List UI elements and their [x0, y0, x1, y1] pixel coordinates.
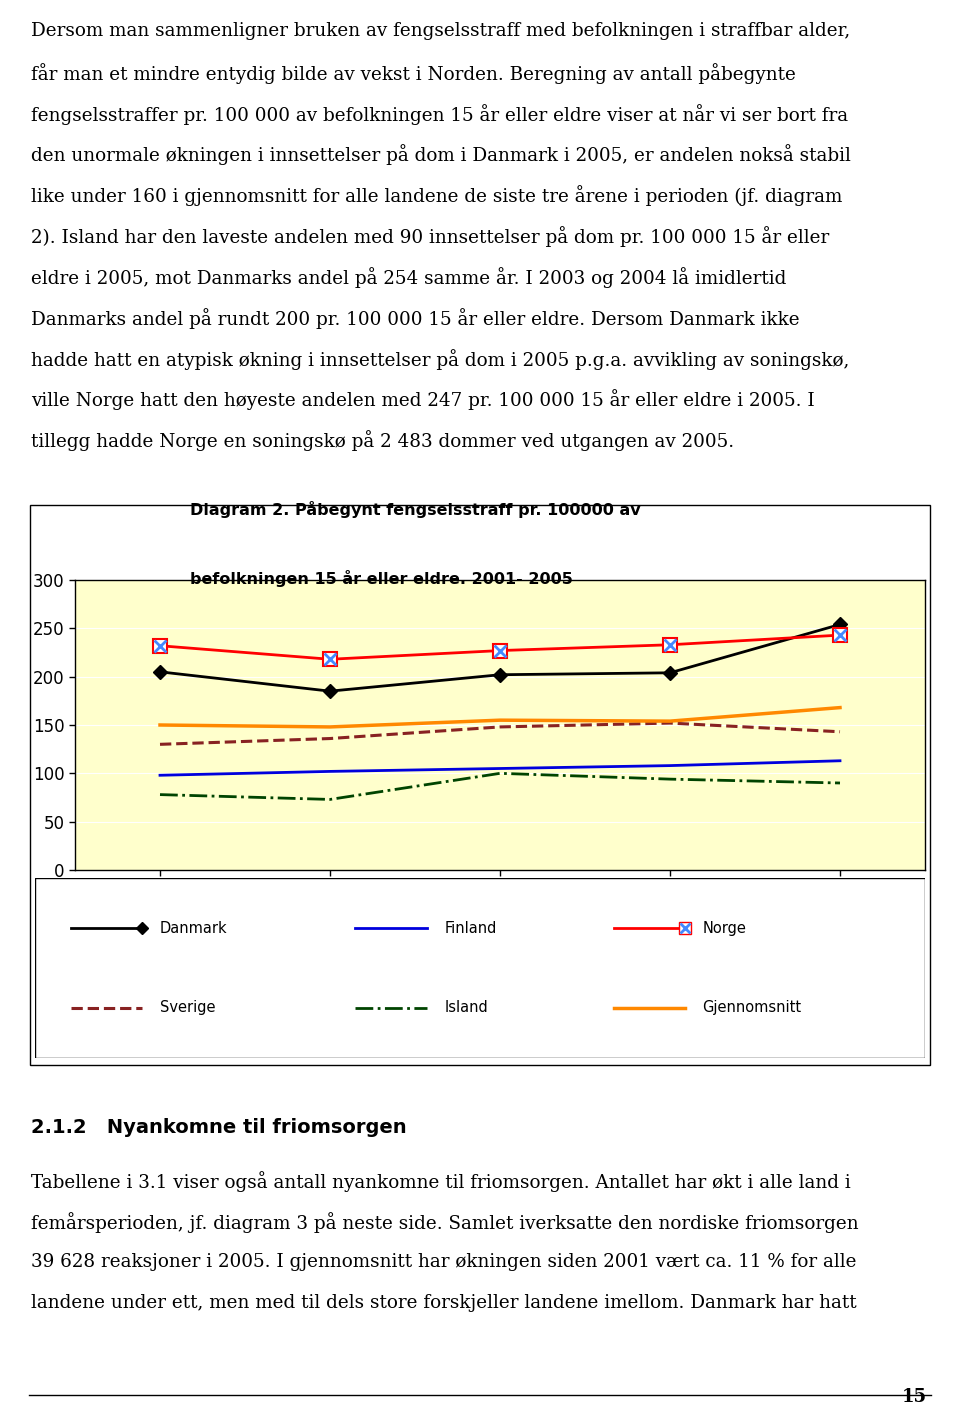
- Text: eldre i 2005, mot Danmarks andel på 254 samme år. I 2003 og 2004 lå imidlertid: eldre i 2005, mot Danmarks andel på 254 …: [31, 268, 786, 289]
- Text: ville Norge hatt den høyeste andelen med 247 pr. 100 000 15 år eller eldre i 200: ville Norge hatt den høyeste andelen med…: [31, 390, 814, 411]
- Text: Finland: Finland: [444, 921, 496, 936]
- Text: fengselsstraffer pr. 100 000 av befolkningen 15 år eller eldre viser at når vi s: fengselsstraffer pr. 100 000 av befolkni…: [31, 104, 848, 125]
- Text: Dersom man sammenligner bruken av fengselsstraff med befolkningen i straffbar al: Dersom man sammenligner bruken av fengse…: [31, 23, 850, 39]
- Text: femårsperioden, jf. diagram 3 på neste side. Samlet iverksatte den nordiske frio: femårsperioden, jf. diagram 3 på neste s…: [31, 1212, 858, 1233]
- Text: Norge: Norge: [703, 921, 746, 936]
- Text: hadde hatt en atypisk økning i innsettelser på dom i 2005 p.g.a. avvikling av so: hadde hatt en atypisk økning i innsettel…: [31, 349, 849, 370]
- Text: 15: 15: [901, 1388, 926, 1407]
- Text: 39 628 reaksjoner i 2005. I gjennomsnitt har økningen siden 2001 vært ca. 11 % f: 39 628 reaksjoner i 2005. I gjennomsnitt…: [31, 1253, 856, 1271]
- Text: Danmarks andel på rundt 200 pr. 100 000 15 år eller eldre. Dersom Danmark ikke: Danmarks andel på rundt 200 pr. 100 000 …: [31, 308, 800, 329]
- Text: befolkningen 15 år eller eldre. 2001- 2005: befolkningen 15 år eller eldre. 2001- 20…: [190, 570, 573, 587]
- Text: Sverige: Sverige: [159, 1000, 215, 1015]
- Text: Diagram 2. Påbegynt fengselsstraff pr. 100000 av: Diagram 2. Påbegynt fengselsstraff pr. 1…: [190, 501, 641, 518]
- Text: Tabellene i 3.1 viser også antall nyankomne til friomsorgen. Antallet har økt i : Tabellene i 3.1 viser også antall nyanko…: [31, 1171, 851, 1193]
- Text: landene under ett, men med til dels store forskjeller landene imellom. Danmark h: landene under ett, men med til dels stor…: [31, 1294, 856, 1312]
- Text: Island: Island: [444, 1000, 488, 1015]
- Text: den unormale økningen i innsettelser på dom i Danmark i 2005, er andelen nokså s: den unormale økningen i innsettelser på …: [31, 145, 851, 166]
- Text: får man et mindre entydig bilde av vekst i Norden. Beregning av antall påbegynte: får man et mindre entydig bilde av vekst…: [31, 63, 796, 84]
- Text: 2). Island har den laveste andelen med 90 innsettelser på dom pr. 100 000 15 år : 2). Island har den laveste andelen med 9…: [31, 227, 829, 248]
- Text: like under 160 i gjennomsnitt for alle landene de siste tre årene i perioden (jf: like under 160 i gjennomsnitt for alle l…: [31, 186, 842, 207]
- Text: tillegg hadde Norge en soningskø på 2 483 dommer ved utgangen av 2005.: tillegg hadde Norge en soningskø på 2 48…: [31, 431, 733, 452]
- Text: 2.1.2   Nyankomne til friomsorgen: 2.1.2 Nyankomne til friomsorgen: [31, 1118, 406, 1138]
- Text: Danmark: Danmark: [159, 921, 228, 936]
- Text: Gjennomsnitt: Gjennomsnitt: [703, 1000, 802, 1015]
